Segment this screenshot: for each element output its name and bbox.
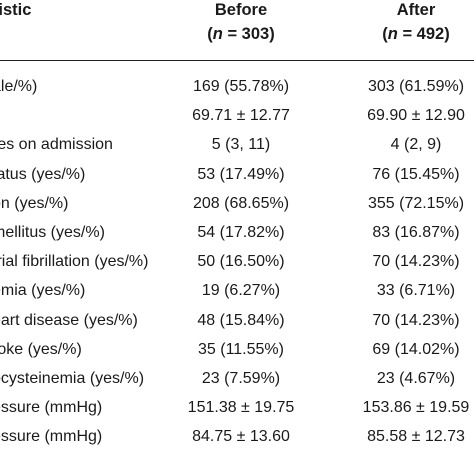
header-after-title: After (396, 1, 436, 19)
row-label: essure (mmHg) (0, 399, 103, 416)
row-after-value: 70 (14.23%) (372, 253, 460, 270)
row-after-value: 69 (14.02%) (372, 341, 460, 358)
row-after-value: 69.90 ± 12.90 (367, 107, 465, 124)
row-label: res on admission (0, 136, 113, 153)
row-before-value: 5 (3, 11) (211, 136, 271, 153)
row-label: mellitus (yes/%) (0, 224, 105, 241)
row-before-value: 54 (17.82%) (197, 224, 285, 241)
row-before-value: 35 (11.55%) (198, 341, 284, 358)
row-before-value: 84.75 ± 13.60 (192, 428, 290, 445)
header-rule (0, 60, 474, 61)
row-before-value: 50 (16.50%) (197, 253, 285, 270)
row-after-value: 83 (16.87%) (372, 224, 460, 241)
row-label: tatus (yes/%) (0, 166, 86, 183)
row-after-value: 303 (61.59%) (367, 78, 465, 95)
row-before-value: 169 (55.78%) (192, 78, 290, 95)
row-after-value: 85.58 ± 12.73 (367, 428, 465, 445)
row-after-value: 23 (4.67%) (376, 370, 456, 387)
header-after-n: (n = 492) (382, 25, 450, 43)
header-before-n: (n = 303) (207, 25, 275, 43)
row-label: on (yes/%) (0, 195, 69, 212)
row-after-value: 33 (6.71%) (376, 282, 456, 299)
row-after-value: 153.86 ± 19.59 (362, 399, 470, 416)
row-after-value: 76 (15.45%) (372, 166, 460, 183)
row-before-value: 19 (6.27%) (201, 282, 281, 299)
row-label: trial fibrillation (yes/%) (0, 253, 149, 270)
row-label: eart disease (yes/%) (0, 312, 138, 329)
row-before-value: 69.71 ± 12.77 (192, 107, 290, 124)
row-after-value: 70 (14.23%) (372, 312, 460, 329)
row-before-value: 208 (68.65%) (192, 195, 290, 212)
header-before-title: Before (214, 1, 268, 19)
row-label: roke (yes/%) (0, 341, 82, 358)
row-before-value: 23 (7.59%) (201, 370, 281, 387)
row-label: ale/%) (0, 78, 38, 95)
row-before-value: 151.38 ± 19.75 (187, 399, 295, 416)
row-label: essure (mmHg) (0, 428, 103, 445)
row-before-value: 48 (15.84%) (197, 312, 285, 329)
row-label: emia (yes/%) (0, 282, 86, 299)
header-characteristic: ristic (0, 1, 32, 19)
row-label: ocysteinemia (yes/%) (0, 370, 145, 387)
row-after-value: 4 (2, 9) (390, 136, 442, 153)
row-after-value: 355 (72.15%) (367, 195, 465, 212)
row-before-value: 53 (17.49%) (197, 166, 285, 183)
